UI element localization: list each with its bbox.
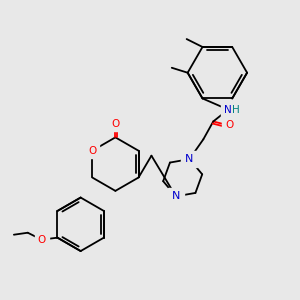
Text: N: N [224, 105, 232, 115]
Text: H: H [232, 105, 240, 115]
Text: N: N [185, 154, 194, 164]
Text: O: O [225, 120, 233, 130]
Text: O: O [88, 146, 96, 156]
Text: O: O [111, 119, 119, 130]
Text: N: N [172, 191, 180, 201]
Text: O: O [38, 235, 46, 245]
